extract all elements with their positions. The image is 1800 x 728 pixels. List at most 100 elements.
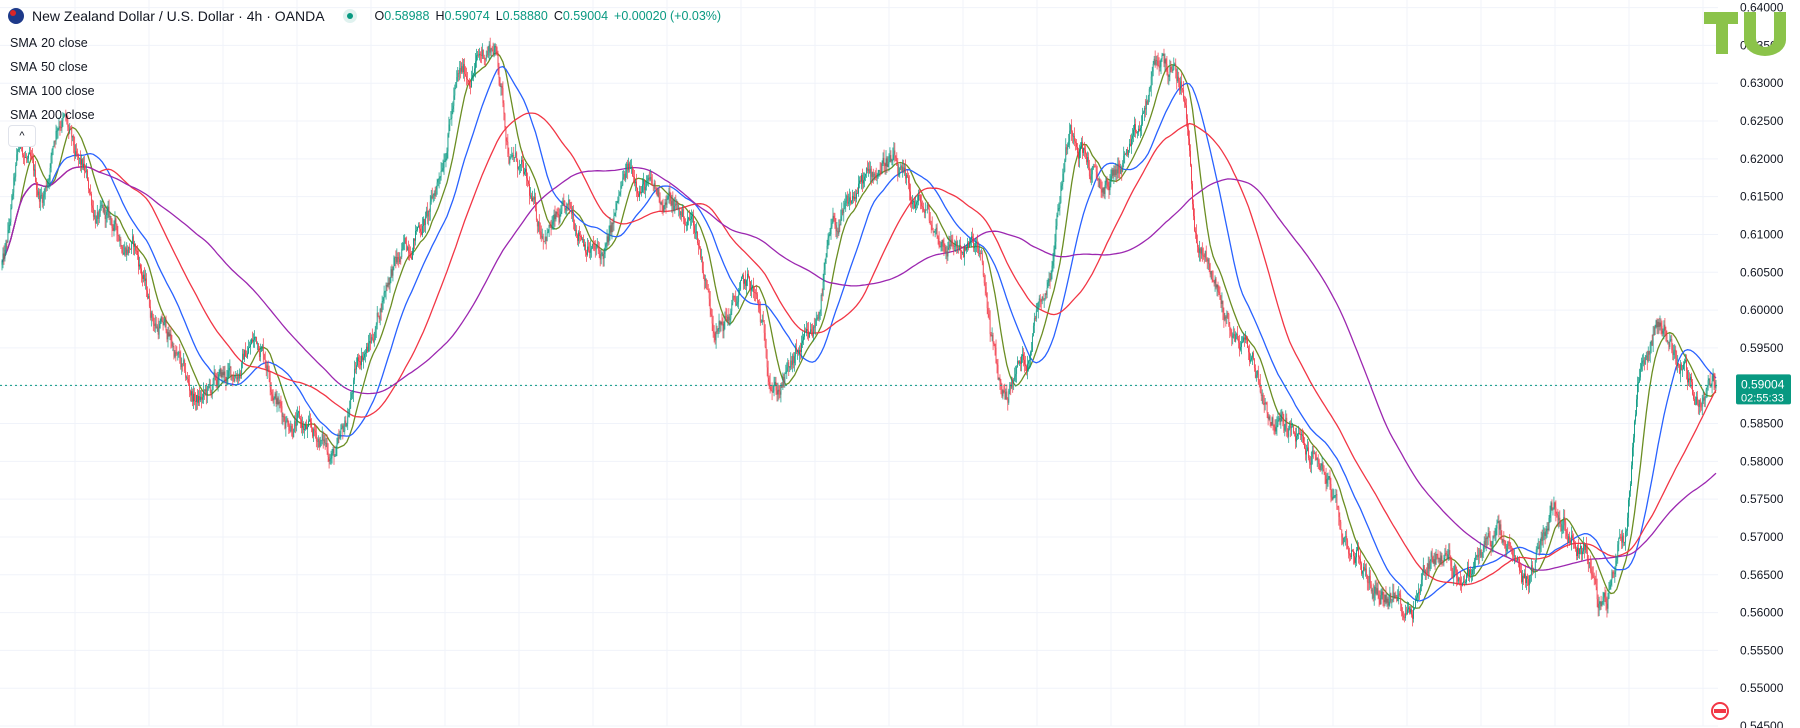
candle-body	[1045, 293, 1047, 295]
candle-body	[11, 195, 13, 208]
candle-body	[1482, 549, 1484, 553]
candle-body	[14, 176, 16, 178]
candle-body	[1107, 182, 1109, 187]
candle-body	[374, 329, 376, 341]
candle-body	[499, 77, 501, 87]
candle-body	[4, 249, 6, 259]
candle-body	[428, 211, 430, 212]
candle-body	[567, 203, 569, 205]
low-label: L	[495, 9, 503, 23]
candle-body	[118, 236, 120, 241]
tradingview-logo-icon[interactable]	[1702, 10, 1792, 56]
price-axis[interactable]: 0.640000.635000.630000.625000.620000.615…	[1740, 1, 1784, 728]
indicator-sma-50[interactable]: SMA 50 close	[10, 55, 95, 79]
candle-body	[978, 253, 980, 254]
candle-body	[543, 240, 545, 242]
candle-body	[1479, 549, 1481, 555]
indicator-name: SMA	[10, 36, 38, 50]
candle-body	[1693, 399, 1695, 405]
candle-body	[621, 185, 623, 187]
candle-body	[1328, 476, 1330, 479]
candle-body	[449, 119, 451, 125]
symbol-title[interactable]: New Zealand Dollar / U.S. Dollar · 4h · …	[32, 8, 325, 24]
candle-body	[1052, 261, 1054, 266]
currency-flag-icon[interactable]	[1711, 702, 1729, 720]
candle-body	[259, 351, 261, 357]
candle-body	[216, 380, 218, 387]
candle-body	[1167, 71, 1169, 77]
candle-body	[1049, 279, 1051, 281]
market-status-icon[interactable]	[342, 9, 357, 23]
candle-body	[1105, 177, 1107, 185]
candle-body	[1387, 598, 1389, 606]
indicator-sma-100[interactable]: SMA 100 close	[10, 79, 95, 103]
candle-body	[508, 153, 510, 164]
candle-body	[1014, 376, 1016, 380]
candle-body	[65, 113, 67, 119]
candle-body	[767, 367, 769, 378]
candle-body	[843, 208, 845, 214]
candle-body	[948, 244, 950, 248]
candle-body	[1241, 342, 1242, 347]
candle-body	[1041, 296, 1043, 302]
candle-body	[404, 237, 406, 244]
candle-body	[670, 201, 672, 206]
candle-body	[816, 317, 818, 320]
candle-body	[222, 372, 224, 376]
candle-body	[533, 196, 535, 200]
candle-body	[1419, 586, 1421, 593]
candle-body	[494, 46, 496, 53]
candle-body	[1456, 569, 1458, 579]
candle-body	[1043, 298, 1045, 300]
candle-body	[219, 368, 221, 375]
candle-body	[1158, 65, 1160, 68]
candle-body	[730, 311, 732, 319]
collapse-indicators-button[interactable]: ^	[8, 125, 36, 147]
candle-body	[825, 257, 827, 263]
candle-body	[1051, 265, 1053, 273]
candle-body	[556, 211, 558, 214]
candle-body	[1125, 153, 1127, 155]
candle-body	[306, 425, 307, 430]
candle-body	[497, 54, 499, 67]
candle-body	[563, 200, 565, 202]
candle-body	[821, 294, 823, 296]
candle-body	[1216, 284, 1218, 288]
candle-body	[490, 48, 492, 53]
candle-body	[1592, 574, 1594, 578]
candle-body	[1243, 337, 1244, 342]
candle-body	[1452, 570, 1454, 578]
candle-body	[793, 355, 795, 364]
candle-body	[1459, 578, 1461, 580]
candle-body	[110, 216, 112, 220]
indicator-sma-200[interactable]: SMA 200 close	[10, 103, 95, 127]
indicator-sma-20[interactable]: SMA 20 close	[10, 31, 95, 55]
candle-body	[666, 198, 668, 205]
candle-body	[748, 273, 749, 277]
candle-body	[1084, 148, 1085, 151]
candle-body	[1053, 249, 1055, 262]
candle-body	[702, 270, 704, 275]
candle-body	[1284, 424, 1286, 431]
candle-body	[1380, 595, 1382, 605]
candle-body	[534, 196, 536, 209]
candle-body	[1157, 60, 1159, 66]
candle-body	[270, 387, 272, 393]
candle-body	[753, 292, 755, 293]
candle-body	[1060, 185, 1062, 203]
candle-body	[1277, 420, 1279, 426]
candle-body	[62, 116, 64, 121]
candle-body	[1593, 577, 1595, 579]
candle-body	[416, 230, 417, 231]
candle-body	[203, 390, 205, 392]
candle-body	[215, 377, 217, 381]
candle-body	[1142, 112, 1144, 114]
candle-body	[400, 256, 402, 258]
candle-body	[209, 384, 211, 392]
candle-body	[739, 289, 741, 295]
candle-body	[753, 285, 754, 293]
candle-body	[972, 236, 973, 238]
candle-body	[1575, 543, 1576, 549]
candle-body	[268, 369, 270, 378]
